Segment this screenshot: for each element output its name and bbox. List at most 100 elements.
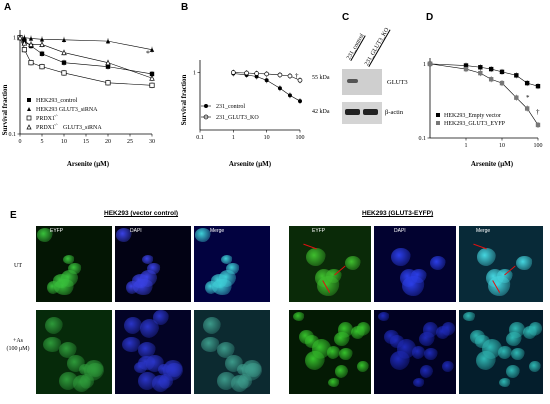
cell-nucleus: [134, 361, 148, 373]
micro-vector-as-eyfp: [36, 310, 112, 394]
cell-nucleus: [157, 363, 170, 376]
data-point: [149, 82, 155, 88]
cell-nucleus: [339, 347, 354, 361]
cell-nucleus: [44, 316, 64, 335]
cell-nucleus: [36, 227, 54, 242]
x-tick-label: 0.1: [196, 135, 204, 141]
channel-label-dapi: DAPI: [394, 228, 406, 234]
data-point: [230, 70, 236, 75]
data-point: [149, 47, 155, 52]
legend-label: HEK293_Empty vector: [444, 113, 501, 119]
data-point: [264, 71, 270, 77]
cell-nucleus: [43, 336, 62, 353]
data-point: [524, 80, 530, 86]
data-point: [298, 99, 302, 104]
legend-label: PRDX1: [36, 116, 55, 122]
row-label-dose: (100 μM): [6, 346, 30, 352]
micro-glut3-as-eyfp: [289, 310, 371, 394]
cell-nucleus: [463, 312, 476, 322]
cell-nucleus: [236, 363, 249, 376]
glut3-band: [347, 79, 358, 83]
data-point: [287, 73, 293, 79]
panel-d-xlabel: Arsenite (μM): [471, 160, 514, 168]
cell-nucleus: [306, 248, 326, 266]
panel-a-ylabel: Survival fraction: [1, 85, 9, 136]
micro-glut3-ut-merge: [459, 226, 543, 302]
panel-b-chart: 0.1 1 10 100 1 Survival fraction Arsenite (μ…: [180, 60, 305, 168]
data-point: [22, 35, 27, 40]
legend-label: 231_GLUT3_KO: [216, 115, 259, 121]
cell-nucleus: [505, 364, 520, 378]
data-point: [463, 63, 469, 68]
cell-nucleus: [201, 336, 220, 353]
cell-nucleus: [202, 316, 222, 335]
blot-glut3: [342, 69, 382, 95]
x-tick-label: 0: [19, 139, 22, 145]
panel-b-dagger: †: [295, 72, 299, 80]
y-tick-label: 1: [13, 36, 16, 42]
cell-nucleus: [391, 248, 411, 266]
panel-d-chart: 1 10 100 1 0.1 Arsenite (μM) * † HEK293_Empt…: [419, 58, 543, 168]
channel-label-dapi: DAPI: [130, 228, 142, 234]
cell-nucleus: [139, 270, 158, 287]
band-label-actin: β-actin: [385, 109, 404, 116]
panel-d-label: D: [426, 12, 434, 23]
actin-band-1: [345, 109, 360, 115]
cell-nucleus: [237, 373, 252, 389]
data-point: [39, 64, 45, 70]
cell-nucleus: [378, 312, 391, 322]
panel-b-legend: 231_control 231_GLUT3_KO: [201, 104, 259, 121]
legend-superscript: -/-: [54, 113, 58, 118]
group-title-glut3: HEK293 (GLUT3-EYFP): [362, 210, 434, 217]
cell-nucleus: [226, 263, 240, 275]
legend-marker-open-square: [26, 115, 32, 121]
series-line: [19, 37, 153, 79]
micro-vector-ut-merge: [194, 226, 270, 302]
cell-nucleus: [115, 227, 133, 242]
data-point: [61, 60, 67, 65]
micro-glut3-ut-dapi: [374, 226, 456, 302]
cell-nucleus: [400, 269, 419, 288]
data-point: [149, 71, 155, 77]
micro-vector-ut-eyfp: [36, 226, 112, 302]
cell-nucleus: [221, 255, 234, 265]
cell-nucleus: [516, 256, 533, 271]
panel-c-label: C: [342, 12, 350, 23]
data-point: [499, 80, 505, 86]
cell-nucleus: [344, 256, 362, 271]
cell-nucleus: [327, 377, 340, 387]
data-point: [17, 34, 23, 41]
legend-marker-filled-square: [27, 98, 31, 102]
cell-nucleus: [194, 227, 212, 242]
data-point: [478, 70, 483, 76]
data-point: [514, 73, 519, 78]
cell-nucleus: [311, 339, 332, 360]
cell-nucleus: [528, 360, 542, 373]
cell-nucleus: [79, 373, 94, 389]
data-point: [28, 36, 34, 41]
legend-label: 231_control: [216, 104, 245, 110]
data-point: [21, 47, 27, 53]
cell-nucleus: [482, 339, 503, 360]
data-point: [105, 64, 111, 69]
data-point: [61, 70, 67, 76]
channel-label-merge: Merge: [210, 228, 225, 234]
cell-nucleus: [422, 322, 439, 338]
blot-actin: [342, 102, 382, 124]
panel-d-sig-star: *: [526, 94, 530, 102]
data-point: [105, 59, 111, 66]
legend-marker-open-triangle: [26, 124, 32, 130]
y-tick-label: 1: [193, 71, 196, 77]
marker-55kda: 55 kDa: [312, 75, 330, 81]
cell-nucleus: [476, 248, 497, 266]
data-point: [61, 49, 67, 56]
data-point: [244, 70, 249, 76]
row-label-as: +As: [12, 338, 24, 344]
panel-b-xlabel: Arsenite (μM): [229, 160, 272, 168]
x-tick-label: 5: [41, 139, 44, 145]
western-blot: 231_control 231_GLUT3_KO 55 kDa 42 kDa G…: [308, 27, 408, 130]
data-point: [61, 37, 67, 42]
legend-label: GLUT3_siRNA: [63, 125, 102, 131]
cell-nucleus: [63, 255, 76, 265]
data-point: [427, 61, 433, 67]
